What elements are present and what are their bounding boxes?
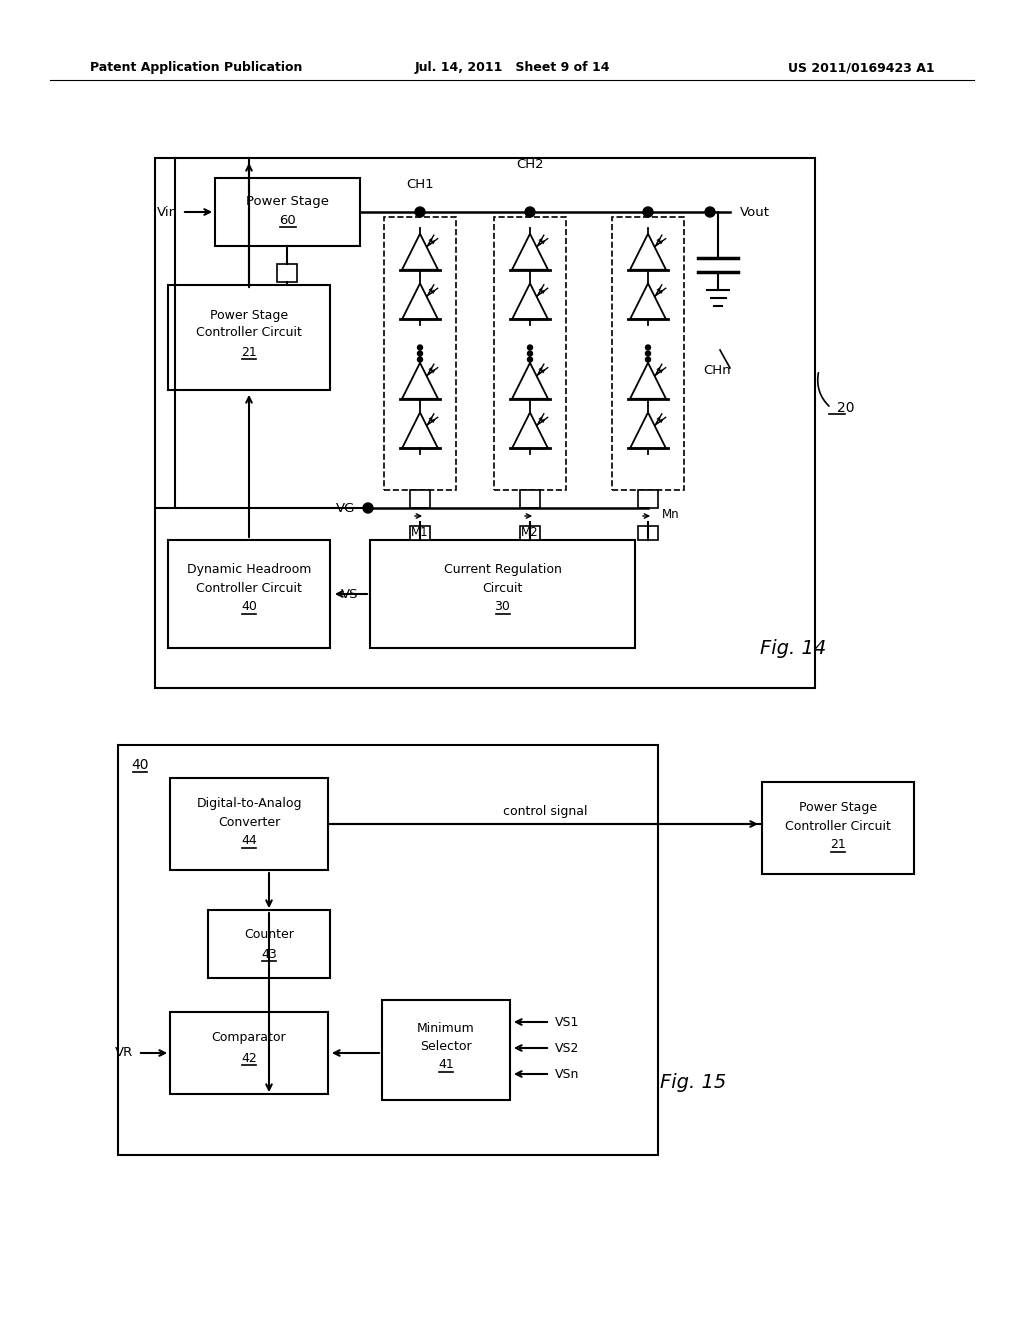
Text: Controller Circuit: Controller Circuit bbox=[785, 820, 891, 833]
Text: VS1: VS1 bbox=[555, 1015, 580, 1028]
Text: M1: M1 bbox=[412, 525, 429, 539]
Text: 41: 41 bbox=[438, 1059, 454, 1072]
Bar bbox=[215, 178, 360, 246]
Circle shape bbox=[645, 356, 650, 362]
Text: Controller Circuit: Controller Circuit bbox=[196, 326, 302, 339]
Text: Jul. 14, 2011   Sheet 9 of 14: Jul. 14, 2011 Sheet 9 of 14 bbox=[415, 62, 609, 74]
Text: VS2: VS2 bbox=[555, 1041, 580, 1055]
Text: Selector: Selector bbox=[420, 1040, 472, 1052]
Text: Patent Application Publication: Patent Application Publication bbox=[90, 62, 302, 74]
Text: Circuit: Circuit bbox=[482, 582, 522, 594]
Text: Fig. 14: Fig. 14 bbox=[760, 639, 826, 657]
Text: M2: M2 bbox=[521, 525, 539, 539]
Text: Mn: Mn bbox=[662, 507, 680, 520]
Circle shape bbox=[527, 351, 532, 356]
Circle shape bbox=[362, 503, 373, 513]
Bar bbox=[638, 490, 658, 508]
Text: US 2011/0169423 A1: US 2011/0169423 A1 bbox=[788, 62, 935, 74]
Text: Vin: Vin bbox=[157, 206, 178, 219]
Circle shape bbox=[525, 207, 535, 216]
Bar bbox=[382, 1001, 510, 1100]
Bar bbox=[520, 490, 540, 508]
Text: control signal: control signal bbox=[503, 805, 587, 818]
Text: Power Stage: Power Stage bbox=[799, 801, 878, 814]
Circle shape bbox=[418, 351, 423, 356]
Text: Converter: Converter bbox=[218, 816, 281, 829]
Bar bbox=[168, 285, 330, 389]
Text: Dynamic Headroom: Dynamic Headroom bbox=[186, 564, 311, 577]
Text: 42: 42 bbox=[241, 1052, 257, 1064]
Bar bbox=[168, 540, 330, 648]
Text: VSn: VSn bbox=[555, 1068, 580, 1081]
Text: Controller Circuit: Controller Circuit bbox=[196, 582, 302, 594]
Text: Fig. 15: Fig. 15 bbox=[660, 1072, 726, 1092]
Text: VG: VG bbox=[336, 502, 355, 515]
Text: 21: 21 bbox=[830, 838, 846, 851]
Circle shape bbox=[415, 207, 425, 216]
Text: 40: 40 bbox=[241, 601, 257, 614]
Bar bbox=[494, 216, 566, 490]
Circle shape bbox=[643, 207, 653, 216]
Circle shape bbox=[645, 345, 650, 350]
Bar bbox=[410, 490, 430, 508]
Text: CHn: CHn bbox=[703, 363, 731, 376]
Text: CH2: CH2 bbox=[516, 157, 544, 170]
Circle shape bbox=[418, 345, 423, 350]
Bar bbox=[762, 781, 914, 874]
Circle shape bbox=[645, 351, 650, 356]
Text: Minimum: Minimum bbox=[417, 1022, 475, 1035]
Bar bbox=[638, 525, 658, 540]
Bar bbox=[410, 525, 430, 540]
Bar bbox=[155, 158, 815, 688]
Text: 20: 20 bbox=[837, 401, 854, 414]
Text: Power Stage: Power Stage bbox=[210, 309, 288, 322]
Text: 60: 60 bbox=[280, 214, 296, 227]
Text: 30: 30 bbox=[495, 601, 510, 614]
Bar bbox=[118, 744, 658, 1155]
Bar bbox=[520, 525, 540, 540]
Bar bbox=[208, 909, 330, 978]
Circle shape bbox=[418, 356, 423, 362]
Text: 21: 21 bbox=[241, 346, 257, 359]
Bar bbox=[170, 777, 328, 870]
Text: VS: VS bbox=[341, 587, 358, 601]
Text: Current Regulation: Current Regulation bbox=[443, 564, 561, 577]
Bar bbox=[384, 216, 456, 490]
Text: 40: 40 bbox=[131, 758, 148, 772]
Text: Digital-to-Analog: Digital-to-Analog bbox=[197, 797, 302, 810]
Circle shape bbox=[705, 207, 715, 216]
Circle shape bbox=[527, 356, 532, 362]
Text: CH1: CH1 bbox=[407, 177, 434, 190]
Text: 44: 44 bbox=[241, 834, 257, 847]
Bar bbox=[278, 264, 297, 282]
Text: Counter: Counter bbox=[244, 928, 294, 941]
Text: VR: VR bbox=[115, 1047, 133, 1060]
Bar bbox=[612, 216, 684, 490]
Circle shape bbox=[527, 345, 532, 350]
Text: Power Stage: Power Stage bbox=[246, 195, 329, 209]
Text: 43: 43 bbox=[261, 948, 276, 961]
Text: Vout: Vout bbox=[740, 206, 770, 219]
Bar bbox=[370, 540, 635, 648]
Bar bbox=[170, 1012, 328, 1094]
Text: Comparator: Comparator bbox=[212, 1031, 287, 1044]
